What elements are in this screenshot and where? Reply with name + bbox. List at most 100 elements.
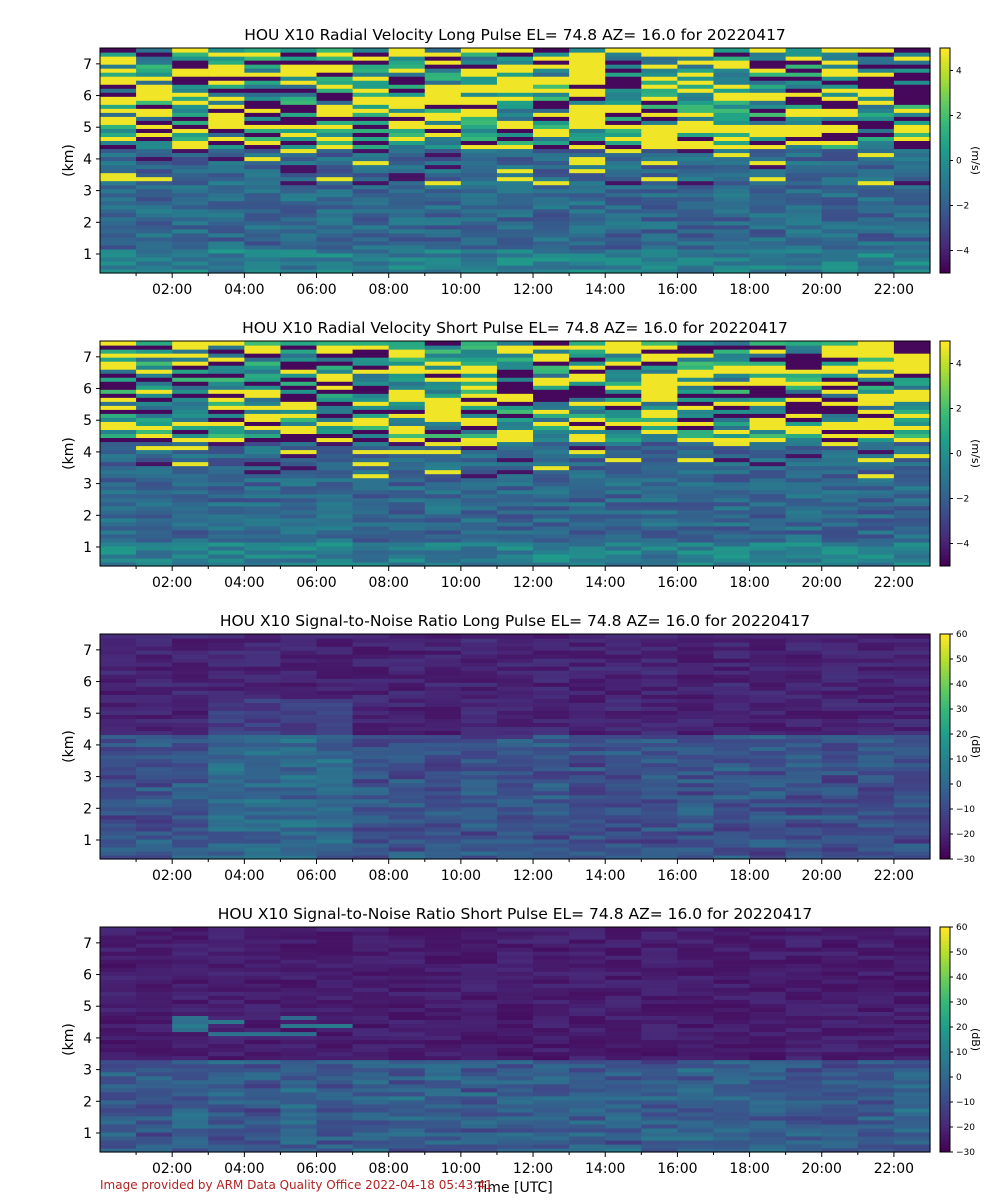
heatmap-cell bbox=[244, 64, 282, 69]
colorbar-segment bbox=[940, 86, 950, 91]
heatmap-cell bbox=[136, 766, 173, 772]
heatmap-cell bbox=[460, 690, 498, 695]
heatmap-cell bbox=[352, 750, 390, 756]
heatmap-cell bbox=[100, 1087, 137, 1093]
heatmap-cell bbox=[785, 557, 823, 563]
heatmap-cell bbox=[785, 100, 823, 105]
heatmap-cell bbox=[785, 469, 823, 475]
heatmap-cell bbox=[749, 806, 787, 812]
heatmap-cell bbox=[460, 397, 498, 402]
heatmap-cell bbox=[641, 477, 678, 483]
heatmap-cell bbox=[172, 449, 209, 455]
heatmap-cell bbox=[100, 477, 137, 483]
heatmap-cell bbox=[424, 441, 462, 447]
heatmap-cell bbox=[280, 441, 318, 447]
heatmap-cell bbox=[713, 505, 751, 511]
heatmap-cell bbox=[100, 686, 137, 691]
heatmap-cell bbox=[352, 991, 390, 996]
heatmap-cell bbox=[244, 513, 282, 519]
heatmap-cell bbox=[136, 357, 173, 362]
heatmap-cell bbox=[893, 457, 931, 463]
heatmap-cell bbox=[533, 517, 570, 523]
colorbar-segment bbox=[940, 495, 950, 500]
heatmap-cell bbox=[785, 244, 823, 250]
heatmap-cell bbox=[136, 838, 173, 844]
heatmap-cell bbox=[136, 465, 173, 471]
heatmap-cell bbox=[244, 1119, 282, 1125]
heatmap-cell bbox=[280, 192, 318, 198]
heatmap-cell bbox=[244, 529, 282, 535]
heatmap-cell bbox=[208, 758, 245, 764]
heatmap-cell bbox=[641, 252, 678, 258]
heatmap-cell bbox=[460, 1027, 498, 1033]
heatmap-cell bbox=[821, 252, 859, 258]
heatmap-cell bbox=[749, 361, 787, 366]
heatmap-cell bbox=[893, 437, 931, 443]
heatmap-cell bbox=[785, 132, 823, 137]
heatmap-cell bbox=[388, 1079, 426, 1085]
heatmap-cell bbox=[857, 345, 895, 350]
heatmap-cell bbox=[496, 96, 534, 101]
heatmap-cell bbox=[496, 541, 534, 547]
heatmap-cell bbox=[677, 72, 715, 77]
heatmap-cell bbox=[316, 477, 354, 483]
heatmap-cell bbox=[713, 561, 751, 567]
heatmap-cell bbox=[677, 694, 715, 699]
heatmap-cell bbox=[677, 200, 715, 206]
heatmap-cell bbox=[496, 357, 534, 362]
heatmap-cell bbox=[280, 252, 318, 258]
heatmap-cell bbox=[424, 999, 462, 1004]
heatmap-cell bbox=[172, 1011, 209, 1016]
heatmap-cell bbox=[172, 204, 209, 210]
heatmap-cell bbox=[785, 453, 823, 459]
heatmap-cell bbox=[280, 228, 318, 234]
heatmap-cell bbox=[533, 1087, 570, 1093]
heatmap-cell bbox=[605, 758, 642, 764]
heatmap-cell bbox=[424, 1103, 462, 1109]
heatmap-cell bbox=[496, 549, 534, 555]
heatmap-cell bbox=[641, 80, 678, 85]
heatmap-cell bbox=[749, 200, 787, 206]
heatmap-cell bbox=[496, 1011, 534, 1016]
heatmap-cell bbox=[244, 774, 282, 780]
heatmap-cell bbox=[496, 1103, 534, 1109]
heatmap-cell bbox=[569, 501, 606, 507]
heatmap-cell bbox=[857, 750, 895, 756]
heatmap-cell bbox=[496, 1039, 534, 1045]
heatmap-cell bbox=[641, 770, 678, 776]
heatmap-cell bbox=[424, 557, 462, 563]
heatmap-cell bbox=[605, 252, 642, 258]
heatmap-cell bbox=[172, 200, 209, 206]
heatmap-cell bbox=[352, 778, 390, 784]
heatmap-cell bbox=[713, 513, 751, 519]
heatmap-cell bbox=[244, 714, 282, 719]
heatmap-cell bbox=[460, 774, 498, 780]
heatmap-cell bbox=[316, 401, 354, 406]
heatmap-cell bbox=[316, 164, 354, 170]
heatmap-cell bbox=[136, 1047, 173, 1053]
heatmap-cell bbox=[172, 698, 209, 703]
heatmap-cell bbox=[821, 417, 859, 422]
heatmap-cell bbox=[352, 786, 390, 792]
heatmap-cell bbox=[785, 517, 823, 523]
panel-1: HOU X10 Radial Velocity Long Pulse EL= 7… bbox=[61, 26, 982, 298]
heatmap-cell bbox=[388, 517, 426, 523]
heatmap-cell bbox=[136, 939, 173, 944]
heatmap-cell bbox=[352, 1039, 390, 1045]
heatmap-cell bbox=[280, 782, 318, 788]
panel-2: HOU X10 Radial Velocity Short Pulse EL= … bbox=[61, 319, 982, 591]
heatmap-cell bbox=[496, 417, 534, 422]
heatmap-cell bbox=[100, 666, 137, 671]
colorbar-segment bbox=[940, 499, 950, 504]
heatmap-cell bbox=[713, 184, 751, 190]
heatmap-cell bbox=[280, 132, 318, 137]
heatmap-cell bbox=[352, 244, 390, 250]
heatmap-cell bbox=[100, 1035, 137, 1041]
heatmap-cell bbox=[244, 353, 282, 358]
heatmap-cell bbox=[641, 377, 678, 382]
heatmap-cell bbox=[136, 694, 173, 699]
heatmap-cell bbox=[136, 951, 173, 956]
heatmap-cell bbox=[605, 501, 642, 507]
heatmap-cell bbox=[605, 509, 642, 515]
heatmap-cell bbox=[100, 188, 137, 194]
